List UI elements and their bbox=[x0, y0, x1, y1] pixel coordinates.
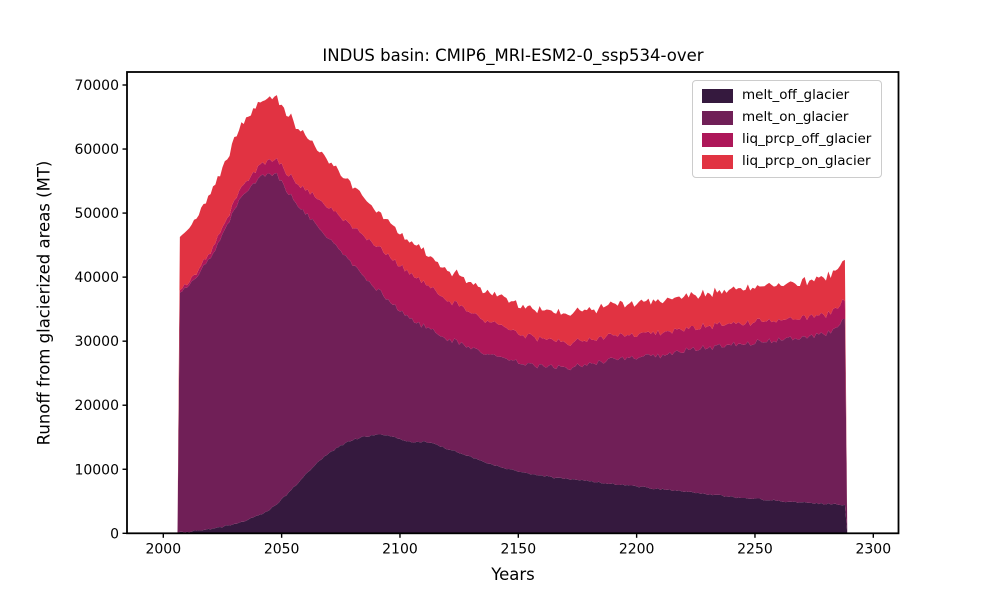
x-tick-label: 2150 bbox=[500, 541, 536, 557]
axes-spines bbox=[126, 71, 900, 535]
x-tick-label: 2250 bbox=[737, 541, 773, 557]
y-tick-label: 20000 bbox=[74, 398, 119, 414]
legend-item-liq-prcp-off-glacier: liq_prcp_off_glacier bbox=[702, 132, 872, 148]
area-melt_on_glacier bbox=[177, 173, 848, 534]
x-tick-label: 2200 bbox=[619, 541, 655, 557]
legend-swatch-melt-on-glacier bbox=[702, 111, 733, 125]
y-tick-label: 40000 bbox=[74, 270, 119, 286]
y-tick-label: 50000 bbox=[74, 206, 119, 222]
y-tick-label: 30000 bbox=[74, 334, 119, 350]
y-tick-label: 0 bbox=[110, 526, 119, 542]
legend-item-melt-off-glacier: melt_off_glacier bbox=[702, 88, 872, 104]
y-tick-label: 70000 bbox=[74, 78, 119, 94]
x-tick-label: 2100 bbox=[382, 541, 418, 557]
x-tick-label: 2300 bbox=[855, 541, 891, 557]
area-melt_off_glacier bbox=[177, 434, 848, 534]
legend-swatch-melt-off-glacier bbox=[702, 89, 733, 103]
legend-item-melt-on-glacier: melt_on_glacier bbox=[702, 110, 872, 126]
x-tick-label: 2050 bbox=[264, 541, 300, 557]
chart-title: INDUS basin: CMIP6_MRI-ESM2-0_ssp534-ove… bbox=[322, 46, 704, 65]
y-tick-label: 10000 bbox=[74, 462, 119, 478]
y-axis-label: Runoff from glacierized areas (MT) bbox=[34, 160, 54, 446]
legend-label: melt_on_glacier bbox=[742, 109, 849, 126]
legend-swatch-liq-prcp-on-glacier bbox=[702, 155, 733, 169]
area-liq_prcp_off_glacier bbox=[177, 158, 848, 534]
legend-label: liq_prcp_on_glacier bbox=[742, 153, 871, 170]
y-tick-label: 60000 bbox=[74, 142, 119, 158]
legend-label: melt_off_glacier bbox=[742, 87, 850, 104]
legend-item-liq-prcp-on-glacier: liq_prcp_on_glacier bbox=[702, 154, 872, 170]
legend-swatch-liq-prcp-off-glacier bbox=[702, 133, 733, 147]
legend-label: liq_prcp_off_glacier bbox=[742, 131, 872, 148]
legend: melt_off_glacier melt_on_glacier liq_prc… bbox=[692, 80, 882, 178]
area-liq_prcp_on_glacier bbox=[177, 95, 848, 534]
x-axis-label: Years bbox=[491, 565, 535, 584]
x-tick-label: 2000 bbox=[145, 541, 181, 557]
